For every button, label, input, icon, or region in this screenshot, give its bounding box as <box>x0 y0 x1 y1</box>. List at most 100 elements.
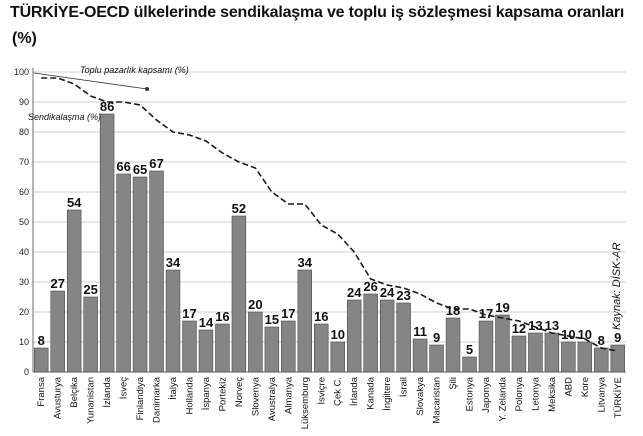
bar-value-label: 34 <box>166 255 181 270</box>
bar-value-label: 16 <box>314 309 328 324</box>
bar <box>495 314 510 373</box>
line-annotation-dot <box>145 87 149 91</box>
bar <box>528 332 543 373</box>
bar-value-label: 12 <box>512 321 526 336</box>
category-label: Letonya <box>530 376 541 411</box>
bar-value-label: 54 <box>67 195 82 210</box>
bar <box>429 344 444 373</box>
annotation-layer: Toplu pazarlık kapsamı (%) Sendikalaşma … <box>28 65 189 122</box>
coverage-line <box>41 77 618 352</box>
category-label: Meksika <box>547 376 558 412</box>
category-label: Belçika <box>69 376 80 407</box>
category-label: Almanya <box>283 376 294 414</box>
bar <box>511 335 527 373</box>
bar <box>577 341 593 373</box>
bar-value-label: 19 <box>495 300 509 315</box>
category-label: Japonya <box>481 376 492 413</box>
category-label: Slovenya <box>250 376 261 416</box>
bar <box>610 344 625 373</box>
bar-value-label: 65 <box>133 162 147 177</box>
bar-value-label: 26 <box>363 279 377 294</box>
y-tick-label: 10 <box>19 337 29 347</box>
category-label: Fransa <box>36 376 47 406</box>
bar-value-label: 27 <box>50 276 64 291</box>
category-label: TÜRKİYE <box>613 377 624 418</box>
bar-value-label: 8 <box>38 333 45 348</box>
bar <box>594 347 609 373</box>
category-label: İsveç <box>119 377 130 399</box>
category-label: Kore <box>580 377 591 397</box>
y-tick-label: 50 <box>19 217 29 227</box>
bar <box>50 290 65 373</box>
category-label: Kanada <box>366 376 377 409</box>
category-label: Danimarka <box>152 376 163 423</box>
bar-value-label: 13 <box>528 318 542 333</box>
category-label: Norveç <box>234 377 245 407</box>
bar <box>231 215 247 373</box>
bar <box>561 341 576 373</box>
bar-value-label: 24 <box>347 285 362 300</box>
bar-value-label: 15 <box>265 312 279 327</box>
y-tick-label: 60 <box>19 187 29 197</box>
category-label: İngiltere <box>382 377 393 411</box>
bar <box>248 311 263 373</box>
label-layer: 8 Fransa 27 Avusturya 54 Belçika 25 Yunanistan 8… <box>36 99 624 429</box>
bar <box>379 299 395 373</box>
bar-value-label: 17 <box>479 306 493 321</box>
category-label: Estonya <box>465 376 476 411</box>
y-tick-label: 70 <box>19 157 29 167</box>
category-label: Hollanda <box>184 376 195 414</box>
category-label: Avustralya <box>267 376 278 421</box>
bar <box>198 329 214 373</box>
category-label: Çek C. <box>333 377 344 406</box>
bar-value-label: 66 <box>116 159 130 174</box>
bar-value-label: 25 <box>83 282 97 297</box>
category-label: Finlandiya <box>135 376 146 420</box>
bar-value-label: 9 <box>433 330 440 345</box>
bar-value-label: 10 <box>578 327 592 342</box>
y-tick-label: 40 <box>19 247 29 257</box>
category-label: Macaristan <box>432 377 443 423</box>
bar <box>544 332 560 373</box>
bar-series-annotation: Sendikalaşma (%) <box>28 112 101 122</box>
y-tick-label: 90 <box>19 97 29 107</box>
bar-value-label: 9 <box>614 330 621 345</box>
bar-value-label: 34 <box>298 255 313 270</box>
category-label: İspanya <box>201 376 212 410</box>
bar-layer <box>34 113 625 373</box>
bar-value-label: 16 <box>215 309 229 324</box>
bar <box>297 269 313 373</box>
bar <box>314 323 329 373</box>
bar <box>445 317 461 373</box>
category-label: İtalya <box>168 376 179 399</box>
line-layer <box>41 77 618 352</box>
bar-value-label: 5 <box>466 342 473 357</box>
bar-value-label: 24 <box>380 285 395 300</box>
category-label: Lüksemburg <box>300 377 311 429</box>
bar-value-label: 86 <box>100 99 114 114</box>
category-label: Avusturya <box>53 376 64 419</box>
category-label: Portekiz <box>217 377 228 412</box>
bar <box>34 347 49 373</box>
line-series-annotation: Toplu pazarlık kapsamı (%) <box>80 65 189 75</box>
bar-value-label: 17 <box>182 306 196 321</box>
y-tick-label: 30 <box>19 277 29 287</box>
bar <box>412 338 428 373</box>
category-label: Şili <box>448 377 459 390</box>
bar <box>116 173 131 373</box>
bar <box>66 209 82 373</box>
bar <box>396 302 411 373</box>
bar <box>149 170 164 373</box>
category-label: Y. Zelanda <box>497 376 508 421</box>
y-tick-label: 80 <box>19 127 29 137</box>
y-tick-label: 0 <box>24 367 29 377</box>
bar <box>264 326 280 373</box>
bar-value-label: 23 <box>396 288 410 303</box>
category-label: Polonya <box>514 376 525 411</box>
category-label: Slovakya <box>415 376 426 415</box>
line-annotation-leader <box>33 72 148 90</box>
category-label: İrlanda <box>349 376 360 406</box>
bar <box>462 356 477 373</box>
bar <box>281 320 296 373</box>
